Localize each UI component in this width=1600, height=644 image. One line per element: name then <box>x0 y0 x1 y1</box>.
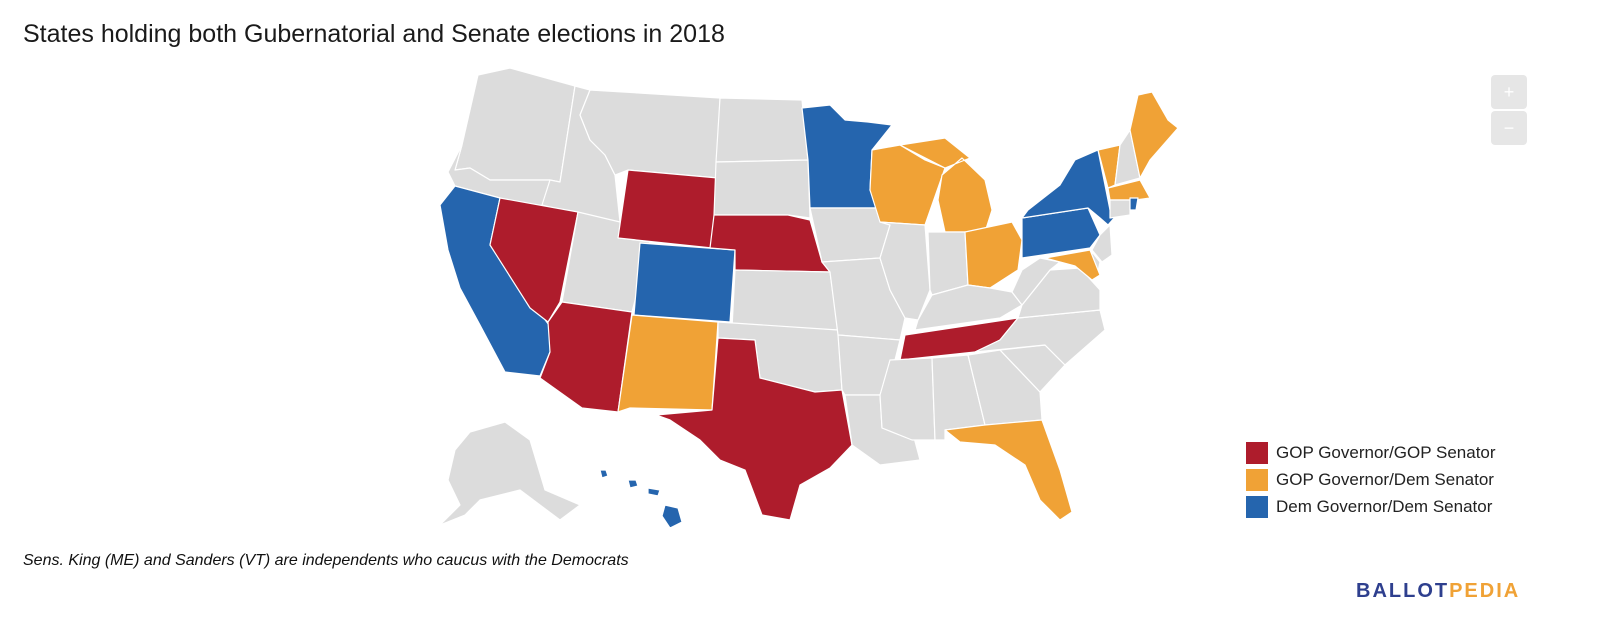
footnote: Sens. King (ME) and Sanders (VT) are ind… <box>23 552 629 569</box>
state-MA[interactable] <box>1107 179 1151 201</box>
state-AZ[interactable] <box>539 301 633 413</box>
legend-swatch <box>1246 441 1268 464</box>
legend: GOP Governor/GOP Senator GOP Governor/De… <box>1246 439 1496 520</box>
state-OH[interactable] <box>964 221 1023 289</box>
state-SD[interactable] <box>713 159 811 219</box>
zoom-in-button[interactable]: + <box>1491 75 1527 109</box>
state-WY[interactable] <box>617 169 719 249</box>
state-IN[interactable] <box>927 231 969 296</box>
state-CO[interactable] <box>633 242 736 323</box>
state-FL[interactable] <box>944 419 1073 521</box>
state-TX[interactable] <box>655 337 853 521</box>
state-NM[interactable] <box>617 314 719 413</box>
state-MI[interactable] <box>899 137 993 233</box>
state-WA[interactable] <box>454 67 576 183</box>
legend-item-gop-gop[interactable]: GOP Governor/GOP Senator <box>1246 439 1496 466</box>
legend-swatch <box>1246 468 1268 491</box>
state-NJ[interactable] <box>1091 224 1113 263</box>
legend-label: GOP Governor/Dem Senator <box>1276 469 1494 489</box>
state-KS[interactable] <box>731 269 839 331</box>
legend-label: GOP Governor/GOP Senator <box>1276 442 1496 462</box>
state-GA[interactable] <box>967 349 1043 426</box>
ballotpedia-logo[interactable]: BALLOTPEDIA <box>1356 580 1520 603</box>
state-AK[interactable] <box>439 421 581 526</box>
logo-part-pedia: PEDIA <box>1449 580 1521 602</box>
logo-part-ballot: BALLOT <box>1356 580 1450 602</box>
legend-label: Dem Governor/Dem Senator <box>1276 496 1493 516</box>
state-RI[interactable] <box>1129 197 1139 211</box>
map-title: States holding both Gubernatorial and Se… <box>23 20 725 48</box>
legend-item-dem-dem[interactable]: Dem Governor/Dem Senator <box>1246 493 1496 520</box>
legend-item-gop-dem[interactable]: GOP Governor/Dem Senator <box>1246 466 1496 493</box>
state-ND[interactable] <box>715 97 809 163</box>
state-MD[interactable] <box>1044 249 1101 281</box>
state-HI[interactable] <box>599 469 683 529</box>
legend-swatch <box>1246 495 1268 518</box>
state-ME[interactable] <box>1129 91 1179 179</box>
zoom-out-button[interactable]: − <box>1491 111 1527 145</box>
state-MS[interactable] <box>879 357 936 441</box>
state-CT[interactable] <box>1109 199 1131 219</box>
state-IL[interactable] <box>879 221 931 321</box>
